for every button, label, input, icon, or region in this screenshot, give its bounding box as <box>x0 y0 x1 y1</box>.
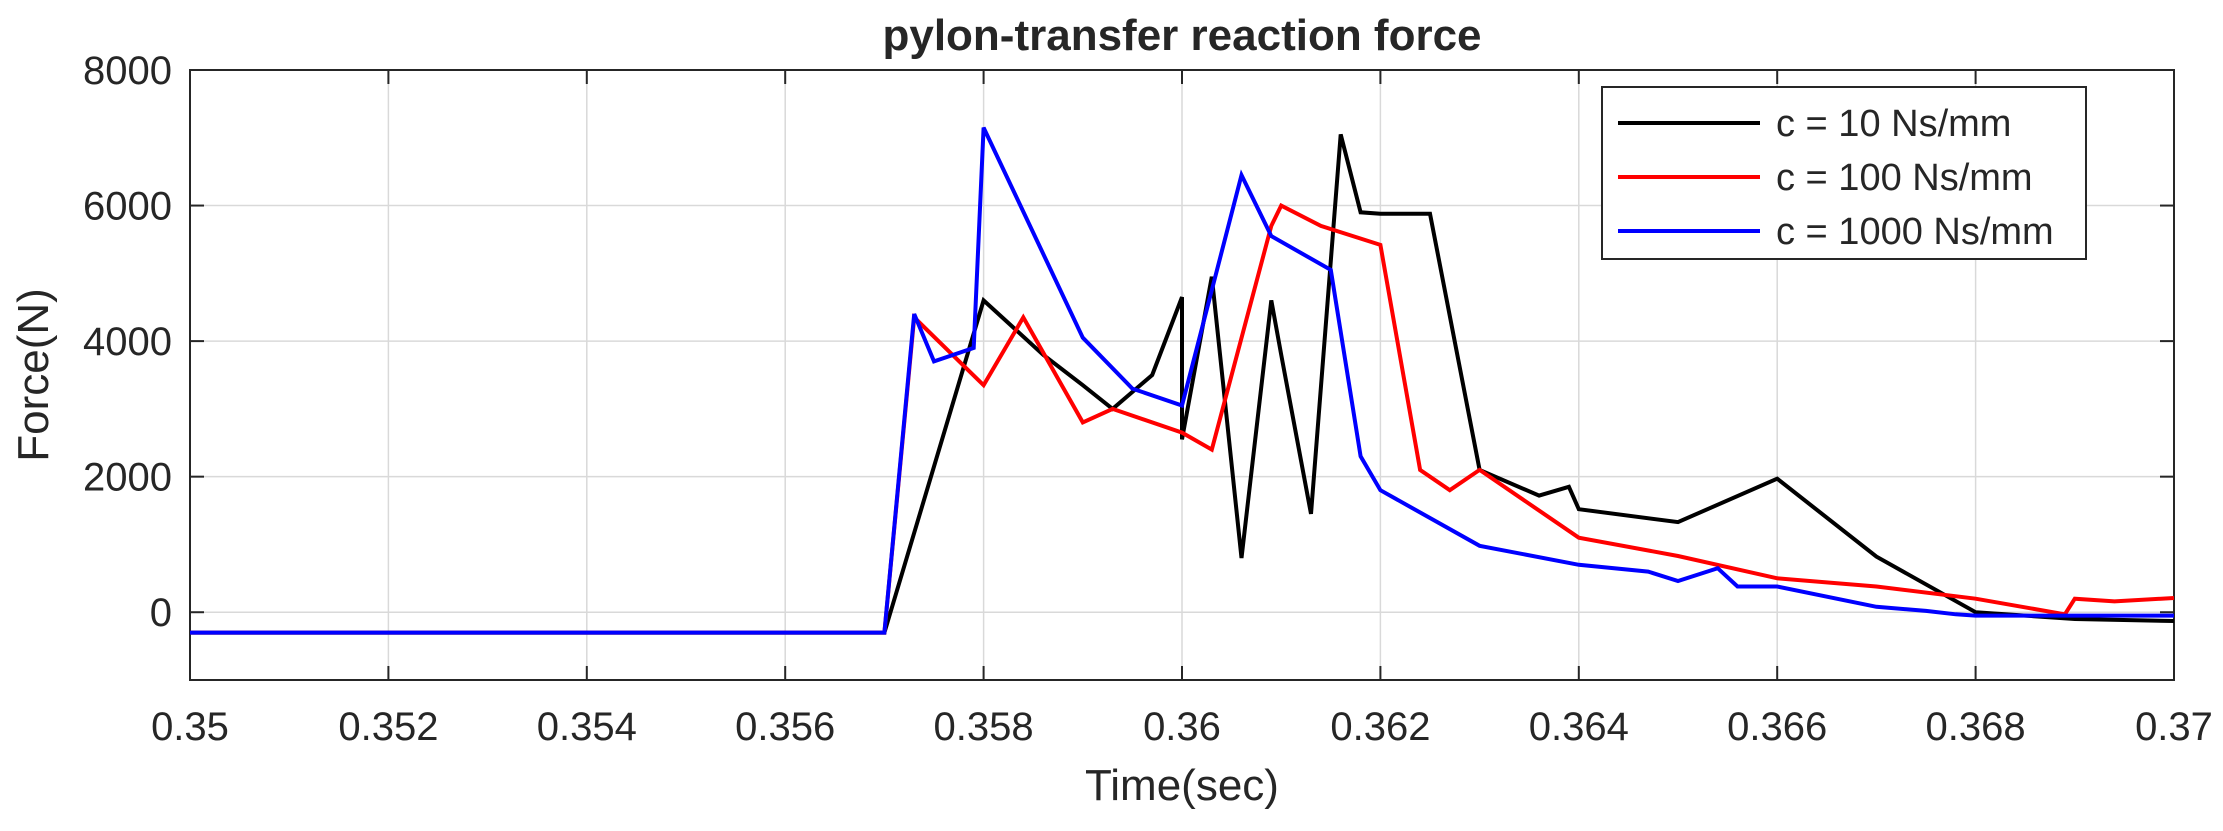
legend-label: c = 100 Ns/mm <box>1776 157 2033 199</box>
x-tick-label: 0.354 <box>537 705 637 749</box>
x-tick-label: 0.362 <box>1330 705 1430 749</box>
x-tick-label: 0.352 <box>338 705 438 749</box>
series-line-2 <box>190 202 2175 635</box>
legend-label: c = 1000 Ns/mm <box>1776 211 2054 253</box>
x-tick-label: 0.366 <box>1727 705 1827 749</box>
y-tick-label: 8000 <box>83 49 172 93</box>
x-tick-label: 0.356 <box>735 705 835 749</box>
y-axis-label: Force(N) <box>9 288 58 462</box>
x-tick-label: 0.364 <box>1529 705 1629 749</box>
x-tick-label: 0.37 <box>2135 705 2213 749</box>
axis-ticks: 0.35 0.352 0.354 0.356 0.358 0.36 0.362 0.364 0.… <box>83 49 2213 749</box>
series-line-1 <box>190 133 2175 635</box>
legend: c = 10 Ns/mm c = 100 Ns/mm c = 1000 Ns/mm <box>1601 86 2087 260</box>
x-tick-label: 0.36 <box>1143 705 1221 749</box>
y-tick-label: 4000 <box>83 320 172 364</box>
y-tick-label: 0 <box>150 591 172 635</box>
x-tick-label: 0.368 <box>1926 705 2026 749</box>
y-tick-label: 6000 <box>83 185 172 229</box>
chart-title: pylon-transfer reaction force <box>882 11 1481 60</box>
y-tick-label: 2000 <box>83 456 172 500</box>
x-axis-label: Time(sec) <box>1085 761 1279 810</box>
series-lines <box>190 126 2175 635</box>
series-line-3 <box>190 126 2174 635</box>
legend-label: c = 10 Ns/mm <box>1776 103 2011 145</box>
x-tick-label: 0.358 <box>934 705 1034 749</box>
x-tick-label: 0.35 <box>151 705 229 749</box>
